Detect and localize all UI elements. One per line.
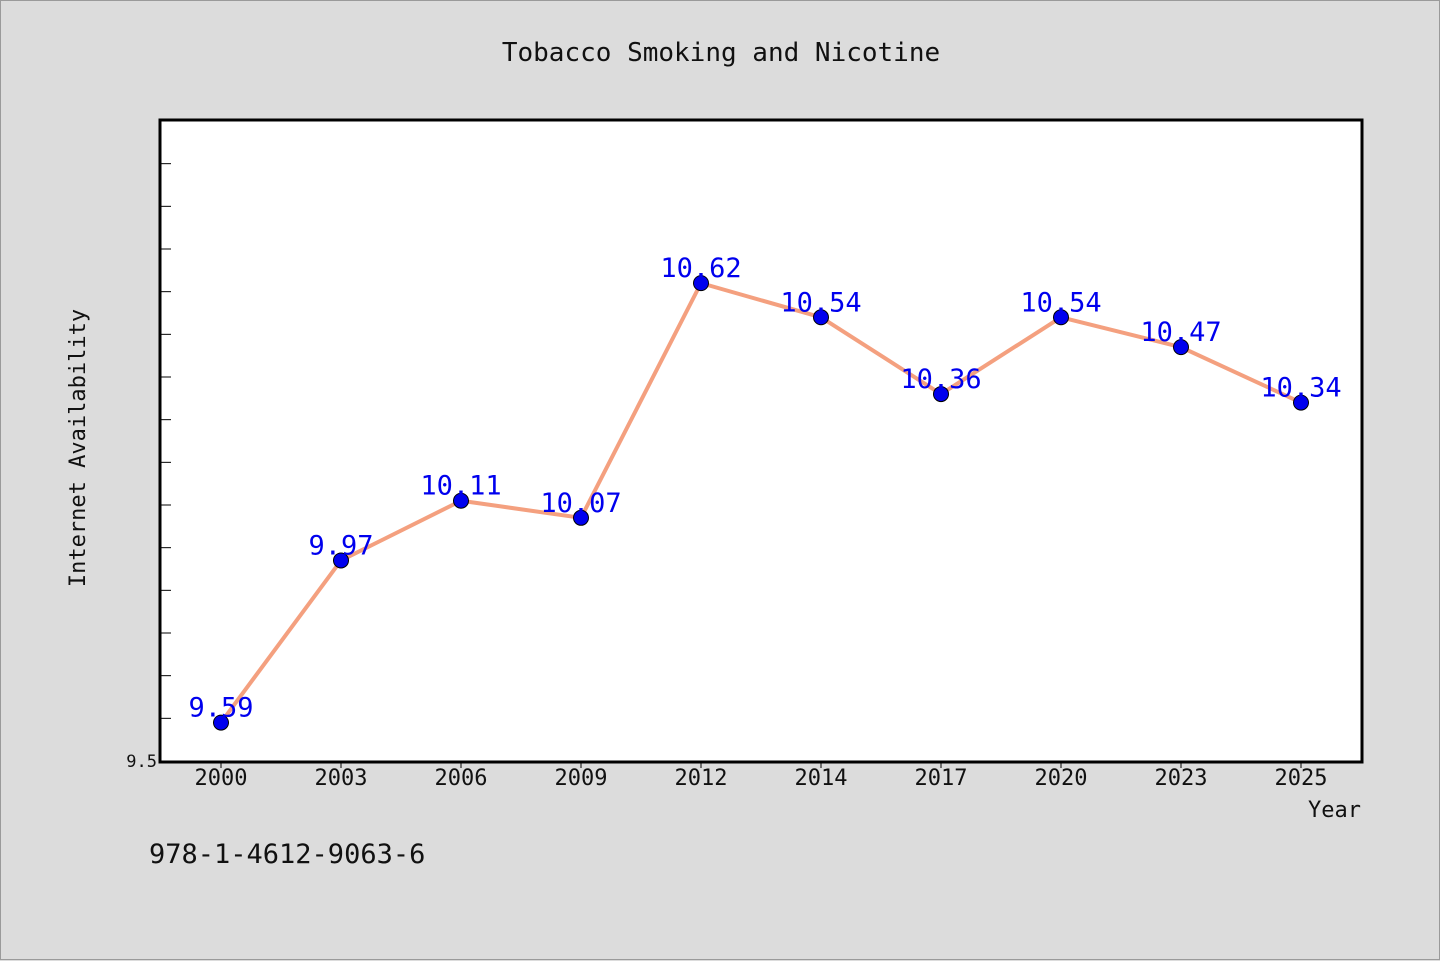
x-tick-label: 2017 [915, 766, 968, 791]
data-point [333, 552, 349, 569]
data-label: 9.97 [308, 530, 373, 561]
data-point [453, 492, 469, 509]
data-label: 10.07 [540, 488, 621, 519]
data-label: 10.34 [1260, 373, 1341, 404]
data-labels: 9.59 9.97 10.11 10.07 10.62 10.54 10.36 10.54 10… [188, 253, 1341, 723]
x-axis-label: Year [1308, 798, 1361, 823]
data-point [1293, 394, 1309, 411]
chart-title: Tobacco Smoking and Nicotine [502, 38, 940, 68]
data-point [933, 386, 949, 403]
x-tick-label: 2020 [1035, 766, 1088, 791]
data-point [1173, 339, 1189, 356]
data-label: 10.54 [780, 287, 861, 318]
data-point [573, 509, 589, 526]
data-label: 10.11 [420, 471, 501, 502]
data-label: 10.47 [1140, 317, 1221, 348]
data-label: 10.54 [1020, 287, 1101, 318]
data-label: 10.62 [660, 253, 741, 284]
x-tick-label: 2025 [1275, 766, 1328, 791]
data-label: 10.36 [900, 364, 981, 395]
series-markers [213, 275, 1309, 731]
data-point [213, 714, 229, 731]
x-tick-label: 2012 [675, 766, 728, 791]
y-axis-label: Internet Availability [66, 309, 91, 587]
data-point [813, 309, 829, 326]
plot-area [158, 118, 1364, 764]
data-point [693, 275, 709, 292]
x-tick-label: 2009 [555, 766, 608, 791]
isbn-label: 978-1-4612-9063-6 [149, 839, 425, 870]
x-tick-label: 2003 [315, 766, 368, 791]
y-axis-ticks: 9.5 [126, 163, 171, 772]
x-tick-label: 2014 [795, 766, 848, 791]
x-tick-label: 2023 [1155, 766, 1208, 791]
series-line [219, 281, 1303, 725]
data-point [1053, 309, 1069, 326]
y-tick-label: 9.5 [126, 752, 157, 772]
x-axis-ticks: 2000 2003 2006 2009 2012 2014 2017 2020 2023 2025 [195, 761, 1328, 791]
data-label: 9.59 [188, 693, 253, 724]
x-tick-label: 2000 [195, 766, 248, 791]
x-tick-label: 2006 [435, 766, 488, 791]
series-line-group [219, 281, 1303, 725]
